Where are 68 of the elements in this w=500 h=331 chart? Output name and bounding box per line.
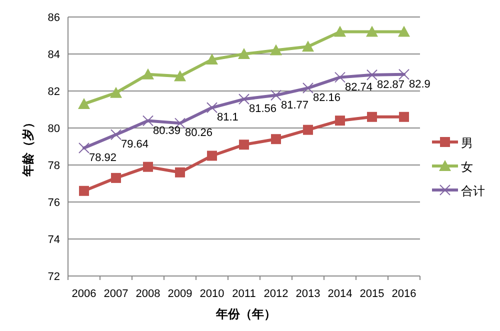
point [79, 186, 89, 196]
point [238, 94, 250, 105]
point [335, 116, 345, 126]
point [175, 167, 185, 178]
y-tick-label: 72 [48, 271, 60, 283]
point [142, 68, 154, 80]
y-tick-label: 82 [48, 86, 60, 98]
x-tick-label: 2009 [168, 288, 192, 300]
point [302, 82, 314, 94]
point [271, 134, 281, 144]
data-label: 80.26 [185, 127, 213, 140]
data-label: 79.64 [121, 138, 149, 151]
y-tick-label: 78 [48, 160, 60, 172]
x-tick-label: 2008 [136, 288, 160, 300]
data-label: 78.92 [89, 152, 117, 164]
point [207, 150, 217, 161]
point [78, 142, 90, 154]
data-label: 81.56 [249, 103, 277, 116]
legend-label: 女 [461, 160, 473, 174]
x-tick-label: 2014 [328, 288, 352, 300]
point [270, 44, 282, 56]
data-label: 81.1 [217, 112, 238, 124]
y-tick-label: 76 [48, 197, 60, 209]
point [110, 86, 122, 98]
data-label: 82.16 [313, 92, 341, 104]
point [206, 54, 218, 65]
point [174, 70, 186, 82]
point [142, 115, 154, 126]
data-label: 82.87 [377, 78, 405, 91]
合计: 78.92 79.64 80.39 80.26 81.1 81.56 81.77 82.16 82.74 82.87 82.9 [78, 68, 430, 164]
point [334, 72, 346, 83]
point [239, 140, 249, 150]
data-label: 82.9 [409, 78, 430, 90]
y-tick-label: 86 [48, 12, 60, 24]
y-tick-label: 80 [48, 123, 60, 135]
point [366, 26, 378, 37]
point [399, 112, 409, 122]
y-tick-label: 74 [48, 234, 60, 246]
point [111, 172, 121, 183]
x-tick-label: 2013 [296, 288, 320, 300]
point [78, 98, 90, 109]
point [366, 69, 378, 80]
data-label: 81.77 [281, 99, 309, 112]
x-tick-label: 2015 [360, 288, 384, 300]
x-tick-label: 2006 [72, 288, 96, 300]
point [302, 40, 314, 52]
x-axis-title: 年份（年） [215, 307, 276, 321]
y-axis-title: 年龄（岁） [21, 116, 35, 178]
point [143, 162, 153, 172]
point [206, 102, 218, 114]
legend-label: 合计 [461, 184, 485, 198]
x-tick-label: 2012 [264, 288, 288, 300]
point [303, 124, 313, 135]
data-label: 80.39 [153, 124, 181, 137]
data-label: 82.74 [345, 81, 373, 94]
x-tick-label: 2007 [104, 288, 128, 300]
point [270, 90, 282, 101]
x-tick-label: 2011 [232, 288, 256, 300]
y-tick-label: 84 [48, 49, 60, 61]
x-tick-label: 2016 [392, 288, 416, 300]
point [398, 68, 410, 80]
point [238, 48, 250, 59]
legend-label: 男 [461, 136, 473, 150]
point [110, 129, 122, 140]
point [334, 26, 346, 37]
x-tick-label: 2010 [200, 288, 224, 300]
point [398, 26, 410, 37]
point [367, 112, 377, 122]
